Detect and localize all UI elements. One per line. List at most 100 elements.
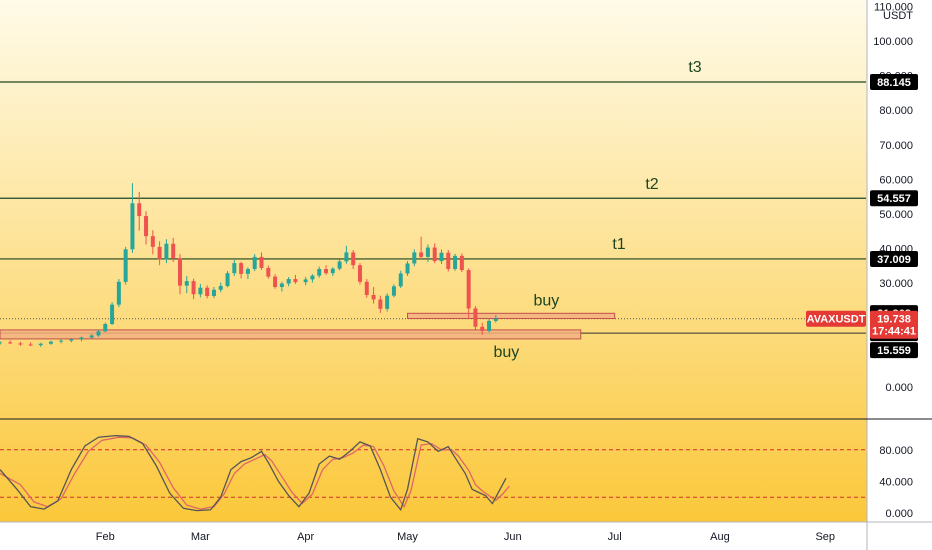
- candle-body: [48, 341, 53, 344]
- candle-body: [398, 273, 403, 287]
- stoch-tick-label: 80.000: [879, 445, 913, 457]
- time-axis[interactable]: Feb Mar Apr May Jun Jul Aug Sep: [96, 531, 835, 543]
- candle-body: [419, 252, 424, 257]
- candle-body: [0, 342, 2, 344]
- target-label: t3: [688, 59, 701, 76]
- candle-body: [324, 269, 329, 274]
- candle-body: [310, 275, 315, 280]
- last-price-badge: [870, 310, 918, 339]
- last-price-value: 19.738: [877, 314, 911, 326]
- candle-body: [303, 279, 308, 283]
- candle-body: [18, 343, 23, 345]
- candle-body: [330, 268, 335, 274]
- candle-body: [8, 342, 13, 344]
- candle-body: [130, 203, 135, 250]
- candle-body: [69, 339, 74, 341]
- candle-body: [79, 337, 84, 340]
- candle-body: [177, 258, 182, 286]
- target-label: t1: [612, 236, 625, 253]
- candle-body: [123, 249, 128, 282]
- buy-zones: buy buy: [0, 292, 616, 361]
- candle-body: [232, 263, 237, 274]
- time-tick-label: Apr: [297, 531, 314, 543]
- candle-body: [425, 247, 430, 257]
- price-tick-label: 30.000: [879, 278, 913, 290]
- candle-body: [293, 279, 298, 283]
- candle-body: [144, 216, 149, 237]
- candle-body: [446, 252, 451, 270]
- level-badge: [870, 190, 918, 207]
- time-tick-label: Feb: [96, 531, 115, 543]
- time-axis-background: [0, 522, 932, 550]
- buy-label: buy: [493, 344, 519, 361]
- axis-background: [867, 0, 932, 550]
- candle-body: [157, 246, 162, 260]
- time-tick-label: May: [397, 531, 418, 543]
- time-tick-label: Sep: [815, 531, 835, 543]
- target-label: t2: [645, 176, 658, 193]
- candle-body: [439, 252, 444, 262]
- symbol-tag-text: AVAXUSDT: [807, 314, 866, 326]
- symbol-tag: [806, 310, 866, 327]
- candle-body: [337, 261, 342, 269]
- price-tick-label: 80.000: [879, 105, 913, 117]
- level-badge-text: 88.145: [877, 77, 911, 89]
- candle-body: [259, 256, 264, 268]
- time-tick-label: Mar: [191, 531, 210, 543]
- candle-body: [459, 255, 464, 271]
- price-tick-label: 110.000: [874, 1, 913, 13]
- candle-body: [385, 295, 390, 309]
- candle-body: [405, 263, 410, 274]
- price-badges: 88.14554.55737.00921.36815.55915.55919.7…: [806, 74, 918, 359]
- candle-body: [466, 270, 471, 309]
- buy-zone: [0, 329, 582, 340]
- time-tick-label: Jun: [504, 531, 522, 543]
- time-tick-label: Aug: [710, 531, 730, 543]
- candle-body: [150, 236, 155, 247]
- candle-body: [412, 252, 417, 264]
- candle-body: [218, 285, 223, 290]
- candle-body: [279, 283, 284, 288]
- price-tick-label: 100.000: [873, 36, 913, 48]
- price-candles: [0, 183, 498, 347]
- candle-body: [351, 252, 356, 266]
- currency-label: USDT: [883, 10, 913, 22]
- level-badge: [870, 74, 918, 91]
- stoch-tick-label: 0.000: [885, 508, 913, 520]
- price-tick-label: 60.000: [879, 174, 913, 186]
- candle-body: [286, 279, 291, 284]
- candle-body: [480, 326, 485, 331]
- candle-body: [116, 281, 121, 305]
- price-tick-label: 0.000: [885, 382, 913, 394]
- price-tick-label: 70.000: [879, 140, 913, 152]
- stoch-tick-label: 40.000: [879, 476, 913, 488]
- stochastic-oscillator: [0, 434, 866, 512]
- candle-body: [432, 247, 437, 262]
- candle-body: [473, 308, 478, 327]
- candle-body: [164, 243, 169, 260]
- candle-body: [245, 269, 250, 274]
- candle-body: [357, 265, 362, 282]
- stoch-d-line: [0, 436, 510, 510]
- candle-body: [38, 343, 43, 346]
- candle-body: [239, 263, 244, 274]
- candle-body: [225, 273, 230, 286]
- candle-body: [493, 318, 498, 321]
- candle-body: [110, 304, 115, 325]
- candle-body: [487, 320, 492, 331]
- candle-body: [89, 335, 94, 338]
- level-badge-text: 37.009: [877, 254, 911, 266]
- candle-body: [317, 269, 322, 276]
- candle-body: [453, 255, 458, 270]
- candle-body: [273, 276, 278, 288]
- price-tick-label: 50.000: [879, 209, 913, 221]
- stoch-k-line: [0, 434, 507, 512]
- candle-body: [184, 281, 189, 286]
- candle-body: [364, 281, 369, 295]
- candle-body: [211, 289, 216, 297]
- candle-body: [191, 281, 196, 295]
- buy-label: buy: [533, 292, 559, 309]
- candle-body: [391, 286, 396, 296]
